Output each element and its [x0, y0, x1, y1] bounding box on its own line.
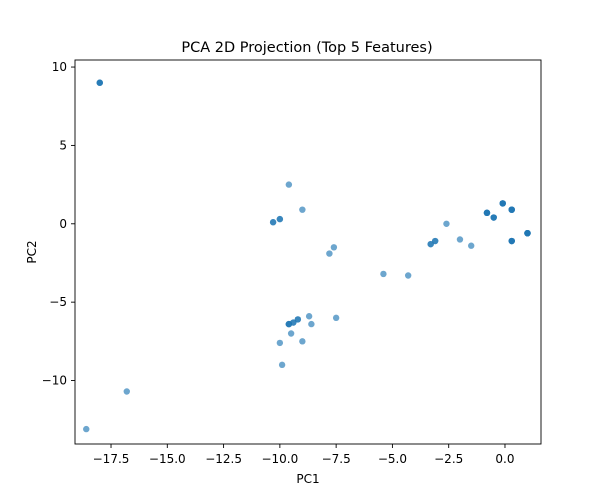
- data-point: [308, 320, 315, 328]
- data-point: [330, 244, 338, 251]
- data-point: [83, 425, 90, 433]
- x-axis-label: PC1: [296, 472, 319, 486]
- data-point: [483, 209, 491, 217]
- x-tick-label: −2.5: [434, 452, 463, 466]
- data-point: [499, 200, 506, 207]
- data-point: [524, 229, 531, 237]
- data-point: [285, 181, 293, 188]
- y-tick-label: −5: [49, 295, 67, 309]
- data-point: [299, 338, 306, 345]
- chart-title: PCA 2D Projection (Top 5 Features): [181, 40, 432, 56]
- plot-frame: [74, 59, 542, 445]
- data-point: [431, 237, 439, 245]
- data-point: [278, 361, 286, 369]
- data-point: [404, 272, 412, 279]
- data-point: [276, 215, 284, 223]
- y-tick-label: −10: [42, 374, 67, 388]
- y-tick-label: 5: [59, 138, 67, 152]
- data-point: [269, 219, 277, 226]
- x-tick-label: −5.0: [378, 452, 407, 466]
- data-point: [456, 236, 464, 243]
- data-point: [443, 220, 450, 227]
- data-point: [332, 314, 340, 322]
- data-point: [285, 320, 293, 328]
- data-point: [276, 339, 284, 347]
- data-point: [305, 313, 313, 320]
- x-tick-label: −7.5: [322, 452, 351, 466]
- data-point: [427, 240, 434, 248]
- data-point: [490, 214, 497, 221]
- points-layer: [83, 79, 531, 433]
- data-point: [96, 79, 103, 86]
- data-point: [287, 330, 295, 337]
- data-point: [294, 316, 302, 323]
- y-axis-label: PC2: [25, 240, 39, 263]
- x-tick-label: −17.5: [93, 452, 130, 466]
- x-axis: −17.5 −15.0 −12.5 −10.0 −7.5 −5.0 −2.5 0.0: [93, 444, 515, 466]
- data-point: [508, 237, 515, 245]
- data-point: [380, 270, 387, 278]
- x-tick-label: −15.0: [149, 452, 186, 466]
- x-tick-label: −12.5: [205, 452, 242, 466]
- y-tick-label: 0: [59, 217, 67, 231]
- data-point: [326, 250, 333, 257]
- data-point: [468, 242, 475, 249]
- x-tick-label: 0.0: [495, 452, 514, 466]
- data-point: [299, 206, 306, 213]
- x-tick-label: −10.0: [261, 452, 298, 466]
- y-axis: 10 5 0 −5 −10: [42, 60, 75, 388]
- data-point: [508, 206, 515, 213]
- y-tick-label: 10: [52, 60, 67, 74]
- data-point: [123, 388, 130, 395]
